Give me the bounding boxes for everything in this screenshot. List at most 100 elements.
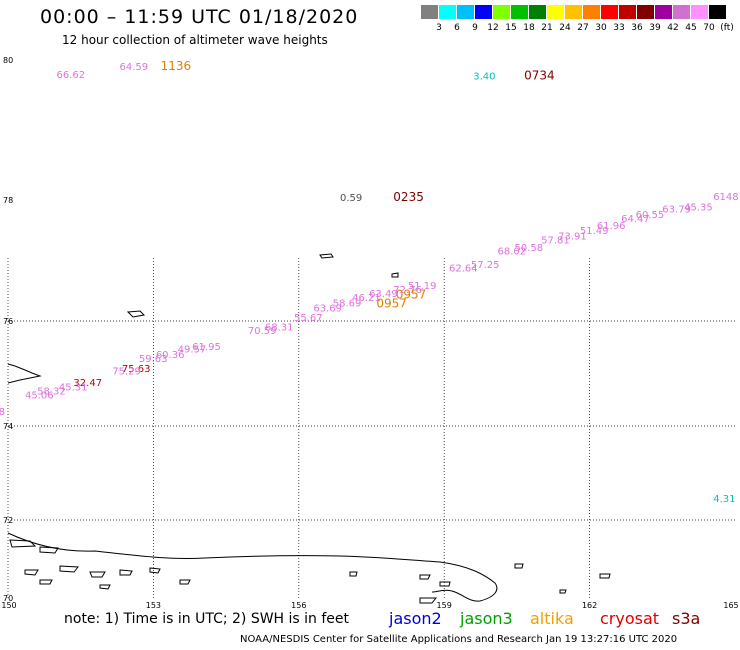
legend-label: (ft) xyxy=(720,23,734,33)
satellite-cryosat: cryosat xyxy=(600,609,660,628)
map-title: 00:00 – 11:59 UTC 01/18/2020 xyxy=(40,6,359,28)
island-k xyxy=(39,579,53,585)
legend-swatch xyxy=(619,5,636,19)
x-tick-label: 165 xyxy=(723,601,738,610)
map-grid: 150 153 156 159 162 165 80 78 76 74 72 70 xyxy=(1,56,738,610)
map-note: note: 1) Time is in UTC; 2) SWH is in fe… xyxy=(64,611,350,627)
island-a xyxy=(126,310,146,318)
y-tick-label: 76 xyxy=(3,317,13,326)
legend-label: 39 xyxy=(649,23,661,33)
legend-label: 30 xyxy=(595,23,607,33)
wave-height-label: 0.59 xyxy=(340,193,362,204)
wave-height-label: 61.95 xyxy=(192,342,221,353)
legend-swatch xyxy=(421,5,438,19)
wave-height-label: 0734 xyxy=(524,69,555,83)
wave-height-label: 45.06 xyxy=(25,391,54,402)
wave-height-label: 0957 xyxy=(396,288,427,302)
wave-height-label: 64.47 xyxy=(621,214,650,225)
legend-label: 15 xyxy=(505,23,517,33)
wave-height-label: 63.79 xyxy=(662,205,691,216)
wave-height-label: 45.35 xyxy=(684,202,713,213)
legend-label: 9 xyxy=(472,23,478,33)
wave-height-label: 51.19 xyxy=(408,281,437,292)
coastline-west-cape xyxy=(7,363,42,384)
legend-label: 27 xyxy=(577,23,589,33)
wave-height-label: 60.36 xyxy=(156,350,185,361)
island-i xyxy=(119,569,133,576)
legend-label: 45 xyxy=(685,23,697,33)
legend-label: 24 xyxy=(559,23,571,33)
wave-height-label: 64.59 xyxy=(119,62,148,73)
wave-height-label: 32.47 xyxy=(73,378,102,389)
wave-height-label: 63.49 xyxy=(369,289,398,300)
wave-height-label: 75.63 xyxy=(122,364,151,375)
wave-height-label: 75.29 xyxy=(112,367,141,378)
legend-label: 21 xyxy=(541,23,553,33)
wave-height-label: 73.91 xyxy=(558,231,587,242)
wave-height-label: 0957 xyxy=(376,297,407,311)
wave-height-label: 55.67 xyxy=(294,313,323,324)
coastline xyxy=(7,253,611,604)
wave-height-label: 58.69 xyxy=(333,298,362,309)
wave-height-label: 4.31 xyxy=(713,494,735,505)
y-tick-label: 74 xyxy=(3,422,13,431)
wave-height-label: 62.64 xyxy=(449,263,478,274)
island-s xyxy=(599,573,611,579)
wave-height-label: 68.02 xyxy=(498,246,527,257)
wave-height-label: 72.76 xyxy=(393,285,422,296)
island-b xyxy=(319,253,334,259)
wave-height-label: 63.69 xyxy=(313,303,342,314)
wave-height-label: 6148 xyxy=(713,192,738,203)
satellite-jason2: jason2 xyxy=(389,609,442,628)
legend-swatch xyxy=(475,5,492,19)
island-e xyxy=(39,546,59,554)
x-tick-label: 153 xyxy=(146,601,161,610)
legend-label: 70 xyxy=(703,23,715,33)
legend-swatch xyxy=(691,5,708,19)
wave-height-label: 46.21 xyxy=(352,293,381,304)
wave-height-label: 68.31 xyxy=(265,322,294,333)
legend-label: 36 xyxy=(631,23,643,33)
wave-height-label: 51.49 xyxy=(580,226,609,237)
wave-height-label: 70.59 xyxy=(248,326,277,337)
legend-label: 12 xyxy=(487,23,499,33)
legend-label: 6 xyxy=(454,23,460,33)
x-tick-label: 159 xyxy=(437,601,452,610)
wave-height-label: 0235 xyxy=(393,190,424,204)
island-t xyxy=(559,589,567,594)
island-f xyxy=(24,569,39,576)
legend-swatch xyxy=(709,5,726,19)
wave-height-label: 59.63 xyxy=(139,354,168,365)
wave-height-label: 60.55 xyxy=(636,210,665,221)
satellite-altika: altika xyxy=(530,609,574,628)
island-o xyxy=(419,574,431,580)
wave-height-label: 58.32 xyxy=(37,387,66,398)
wave-height-label: 57.81 xyxy=(541,236,570,247)
wave-height-label: 3.40 xyxy=(473,72,495,83)
legend-swatch xyxy=(637,5,654,19)
wave-height-label: 57.25 xyxy=(471,260,500,271)
map-subtitle: 12 hour collection of altimeter wave hei… xyxy=(62,33,328,47)
x-tick-label: 162 xyxy=(582,601,597,610)
y-tick-label: 80 xyxy=(3,56,13,65)
x-tick-label: 156 xyxy=(291,601,306,610)
island-q xyxy=(419,597,438,604)
legend-label: 42 xyxy=(667,23,679,33)
island-c xyxy=(391,272,399,278)
legend-swatch xyxy=(583,5,600,19)
island-j xyxy=(149,567,161,574)
island-l xyxy=(99,584,111,590)
wave-height-label: 58.88 xyxy=(0,407,5,418)
y-tick-label: 70 xyxy=(3,594,13,603)
legend-label: 18 xyxy=(523,23,535,33)
island-p xyxy=(439,581,451,587)
legend-swatch xyxy=(529,5,546,19)
legend-swatch xyxy=(601,5,618,19)
wave-height-label: 50.58 xyxy=(514,243,543,254)
coastline-main xyxy=(7,532,498,602)
wave-height-label: 1136 xyxy=(161,59,192,73)
legend-swatch xyxy=(547,5,564,19)
